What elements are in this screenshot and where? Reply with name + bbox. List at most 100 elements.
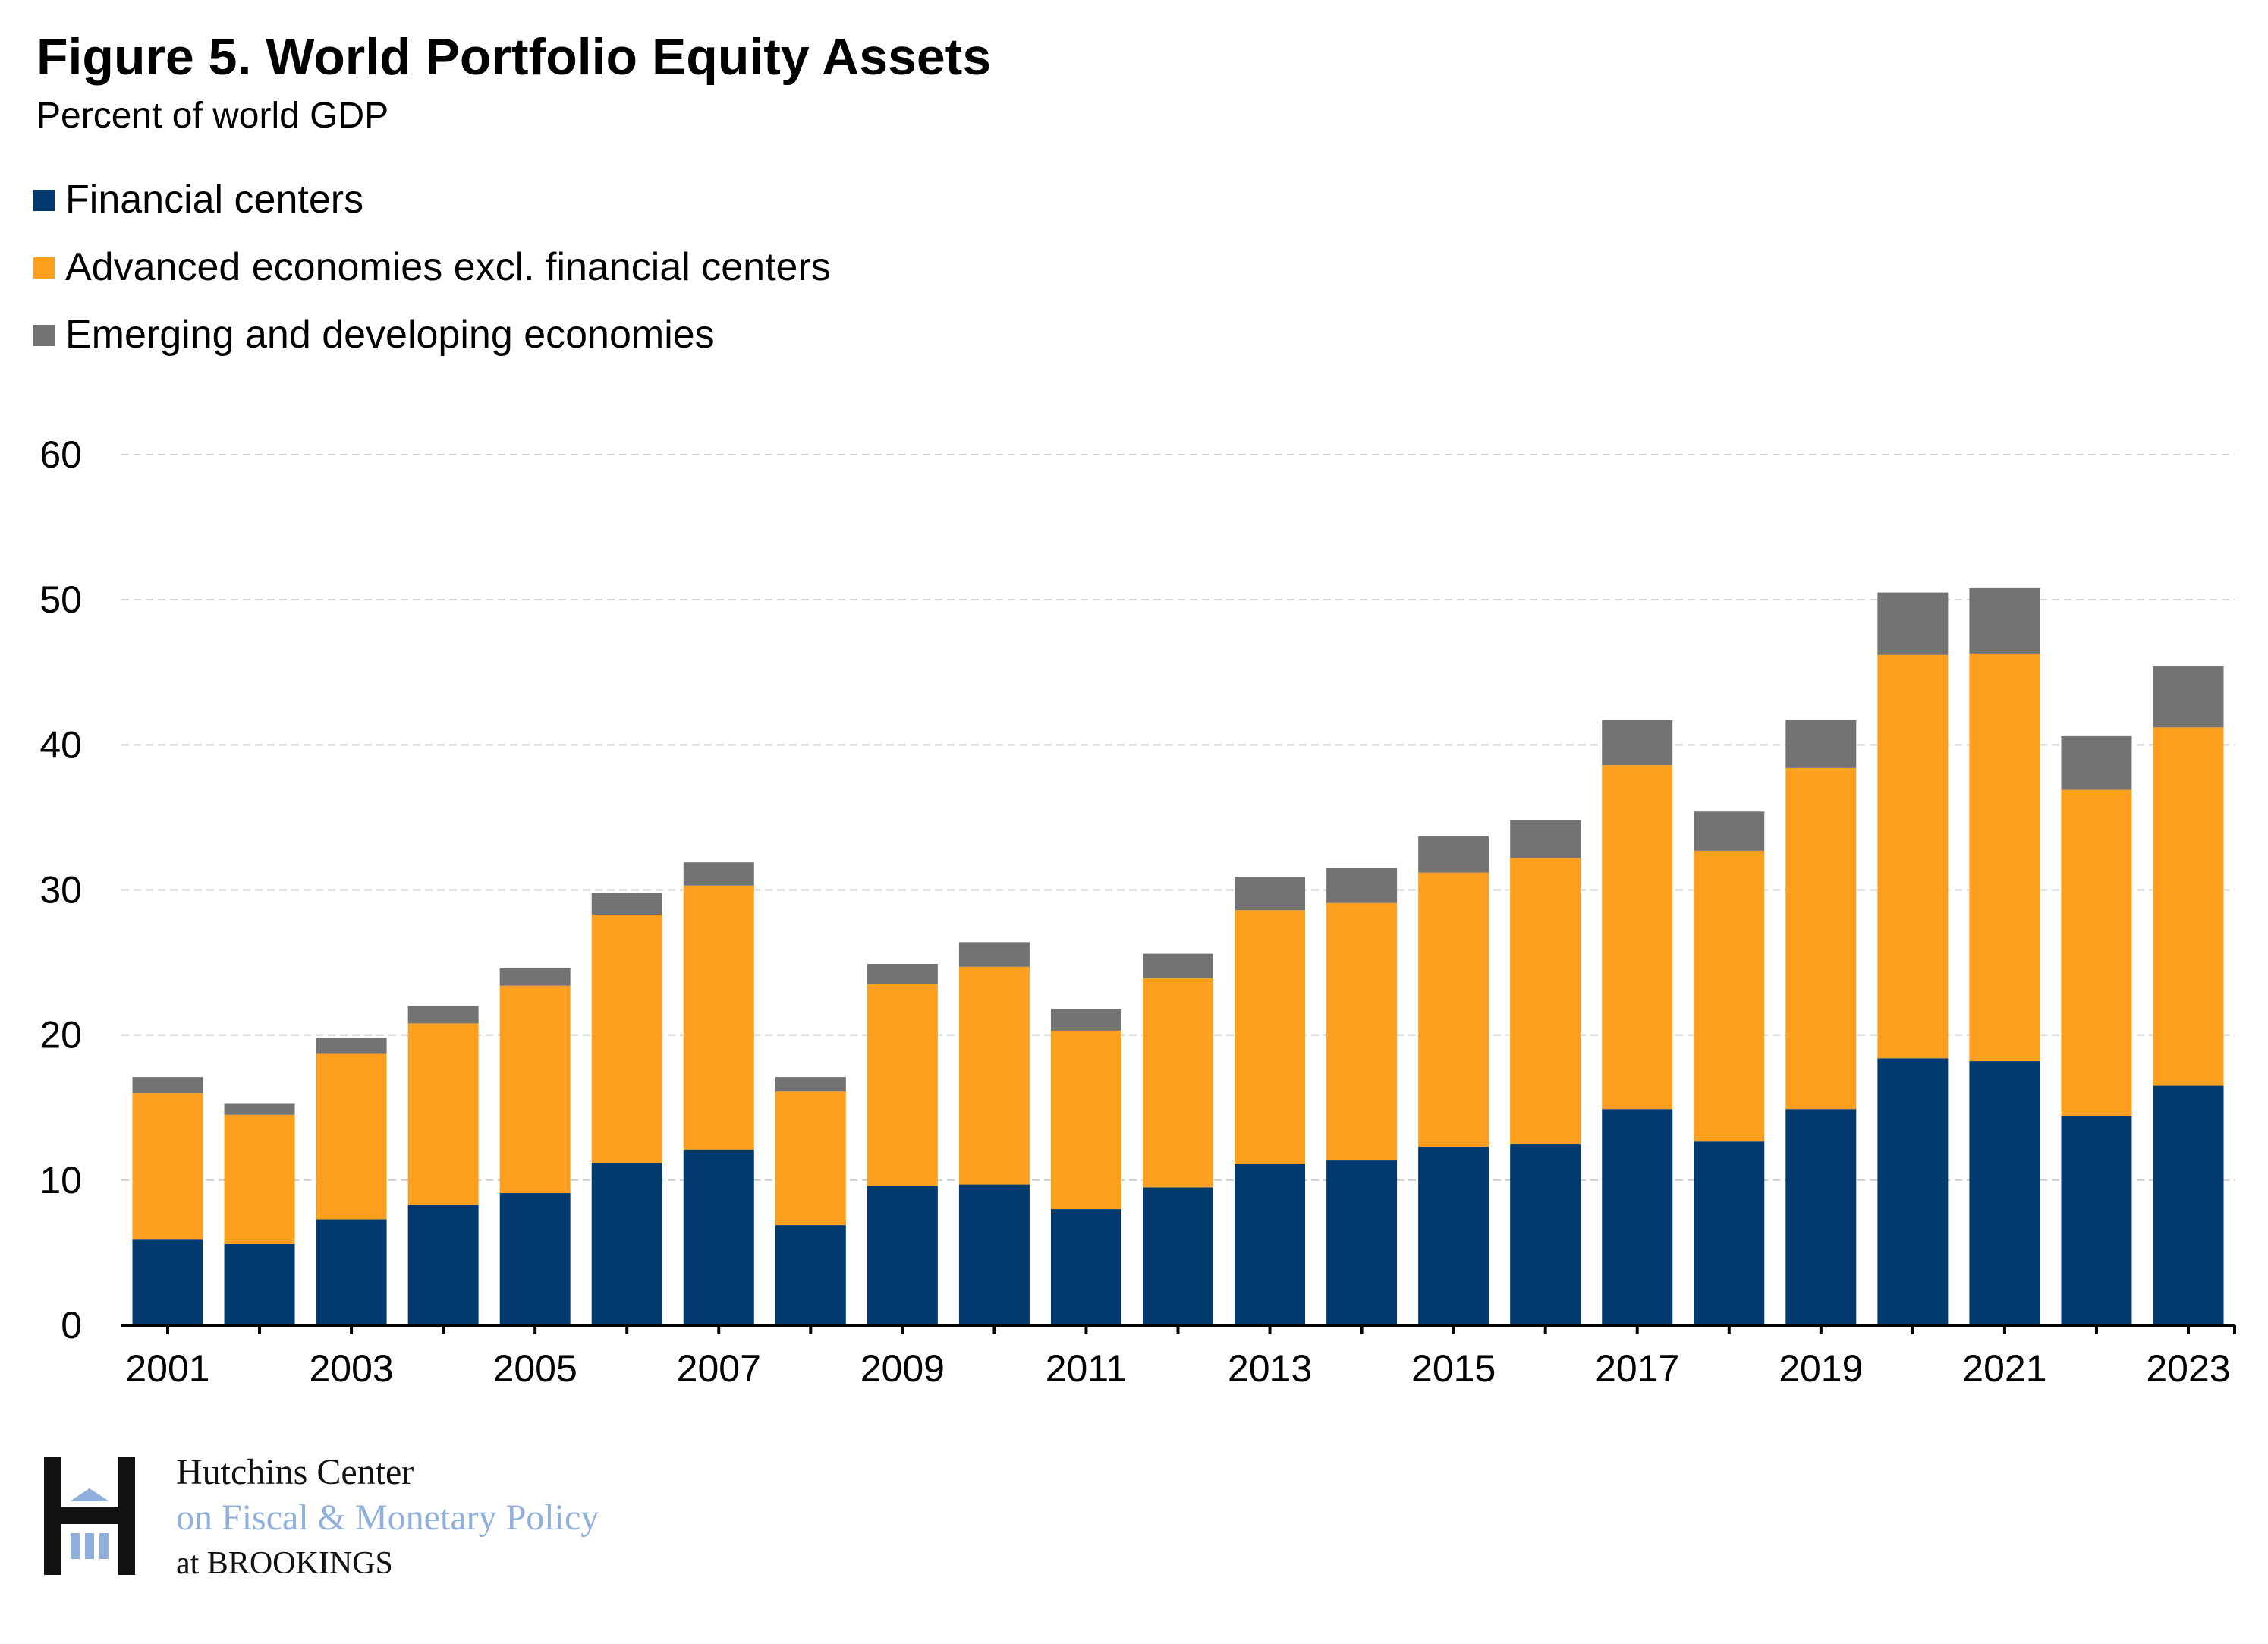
bar-segment-1	[132, 1093, 203, 1240]
legend-label: Financial centers	[65, 178, 363, 222]
bar-stack-2006	[591, 893, 662, 1325]
bar-segment-0	[1050, 1209, 1121, 1325]
bar-stack-2014	[1326, 868, 1398, 1325]
bar-segment-1	[1143, 978, 1213, 1188]
bar-segment-1	[1235, 910, 1306, 1164]
bar-segment-0	[224, 1243, 295, 1325]
bar-stack-2007	[683, 862, 754, 1325]
bar-segment-2	[1050, 1009, 1121, 1031]
bar-segment-0	[775, 1225, 846, 1325]
bar-stack-2018	[1694, 811, 1765, 1325]
bar-segment-0	[1326, 1160, 1398, 1325]
bar-stack-2003	[316, 1038, 387, 1325]
bar-stack-2017	[1602, 720, 1673, 1325]
bar-segment-0	[1877, 1058, 1949, 1325]
bar-segment-0	[499, 1193, 571, 1325]
bar-stack-2010	[958, 942, 1030, 1325]
y-tick-label: 50	[39, 578, 82, 621]
chart-title: Figure 5. World Portfolio Equity Assets	[36, 28, 991, 86]
x-axis: 2001 2003 2005 2007 2009 2011 2013 2015 2017 2019…	[121, 1324, 2236, 1390]
bar-stack-2009	[867, 963, 938, 1325]
bar-segment-2	[1326, 868, 1398, 903]
x-tick-label: 2007	[677, 1347, 761, 1390]
bar-segment-2	[1694, 811, 1765, 851]
legend-swatch	[33, 190, 55, 211]
bar-segment-1	[316, 1053, 387, 1220]
bar-segment-0	[867, 1186, 938, 1325]
x-tick-label: 2015	[1411, 1347, 1496, 1390]
bar-segment-0	[1143, 1187, 1213, 1325]
bar-stack-2013	[1235, 877, 1306, 1325]
y-tick-label: 0	[61, 1304, 82, 1346]
bar-segment-2	[407, 1006, 479, 1024]
bar-segment-0	[132, 1239, 203, 1325]
bar-stack-2004	[407, 1006, 479, 1325]
y-tick-label: 10	[39, 1159, 82, 1202]
bar-stack-2019	[1785, 720, 1857, 1325]
bar-segment-0	[407, 1205, 479, 1325]
bar-segment-2	[1602, 720, 1673, 766]
x-tick-label: 2001	[125, 1347, 209, 1390]
bar-stack-2016	[1510, 820, 1581, 1325]
legend: Financial centers Advanced economies excl…	[33, 178, 831, 357]
bar-segment-1	[407, 1023, 479, 1205]
y-tick-label: 30	[39, 869, 82, 912]
bar-segment-0	[316, 1219, 387, 1325]
bar-segment-0	[1969, 1061, 2040, 1325]
bar-stack-2022	[2061, 735, 2132, 1325]
bar-stack-2001	[132, 1077, 203, 1325]
bar-segment-2	[683, 862, 754, 886]
bar-stack-2011	[1050, 1009, 1121, 1325]
x-tick-label: 2023	[2146, 1347, 2230, 1390]
bar-segment-0	[1602, 1109, 1673, 1325]
bar-segment-2	[316, 1038, 387, 1054]
bar-segment-1	[2061, 789, 2132, 1116]
chart-subtitle: Percent of world GDP	[36, 96, 388, 136]
logo-line-3: at BROOKINGS	[176, 1546, 393, 1581]
bar-segment-2	[1877, 592, 1949, 655]
bar-segment-1	[1418, 872, 1489, 1147]
bar-segment-1	[683, 885, 754, 1150]
bar-segment-0	[1694, 1141, 1765, 1325]
hutchins-logo: Hutchins Center on Fiscal & Monetary Pol…	[44, 1452, 599, 1581]
bar-segment-0	[2153, 1085, 2224, 1325]
x-tick-label: 2013	[1228, 1347, 1312, 1390]
bar-segment-2	[1510, 820, 1581, 858]
legend-swatch	[33, 325, 55, 346]
bar-segment-0	[1785, 1109, 1857, 1325]
legend-swatch	[33, 257, 55, 279]
bar-segment-1	[958, 966, 1030, 1185]
bar-segment-2	[2061, 735, 2132, 790]
bar-stack-2023	[2153, 666, 2224, 1325]
x-tick-label: 2009	[860, 1347, 945, 1390]
bar-segment-1	[499, 985, 571, 1194]
bar-segment-2	[1418, 836, 1489, 873]
logo-line-2: on Fiscal & Monetary Policy	[176, 1498, 599, 1538]
bar-stack-2005	[499, 968, 571, 1325]
bar-segment-2	[958, 942, 1030, 967]
bars	[132, 587, 2224, 1325]
bar-segment-1	[591, 914, 662, 1163]
y-tick-label: 20	[39, 1014, 82, 1057]
y-tick-label: 60	[39, 433, 82, 476]
bar-stack-2020	[1877, 592, 1949, 1325]
bar-segment-1	[1050, 1030, 1121, 1210]
bar-segment-0	[1235, 1164, 1306, 1325]
bar-stack-2002	[224, 1103, 295, 1325]
bar-segment-2	[591, 893, 662, 915]
bar-segment-0	[1418, 1146, 1489, 1325]
logo-line-1: Hutchins Center	[176, 1452, 414, 1492]
bar-segment-1	[1602, 765, 1673, 1110]
bar-segment-1	[1510, 858, 1581, 1145]
legend-label: Emerging and developing economies	[65, 313, 715, 357]
bar-segment-1	[1326, 902, 1398, 1161]
x-tick-label: 2005	[493, 1347, 577, 1390]
y-axis: 0 10 20 30 40 50 60	[39, 433, 82, 1346]
bar-segment-0	[591, 1162, 662, 1325]
x-tick-label: 2021	[1962, 1347, 2046, 1390]
bar-segment-0	[1510, 1144, 1581, 1325]
bar-segment-2	[132, 1077, 203, 1094]
bar-stack-2015	[1418, 836, 1489, 1325]
bar-segment-0	[958, 1184, 1030, 1325]
